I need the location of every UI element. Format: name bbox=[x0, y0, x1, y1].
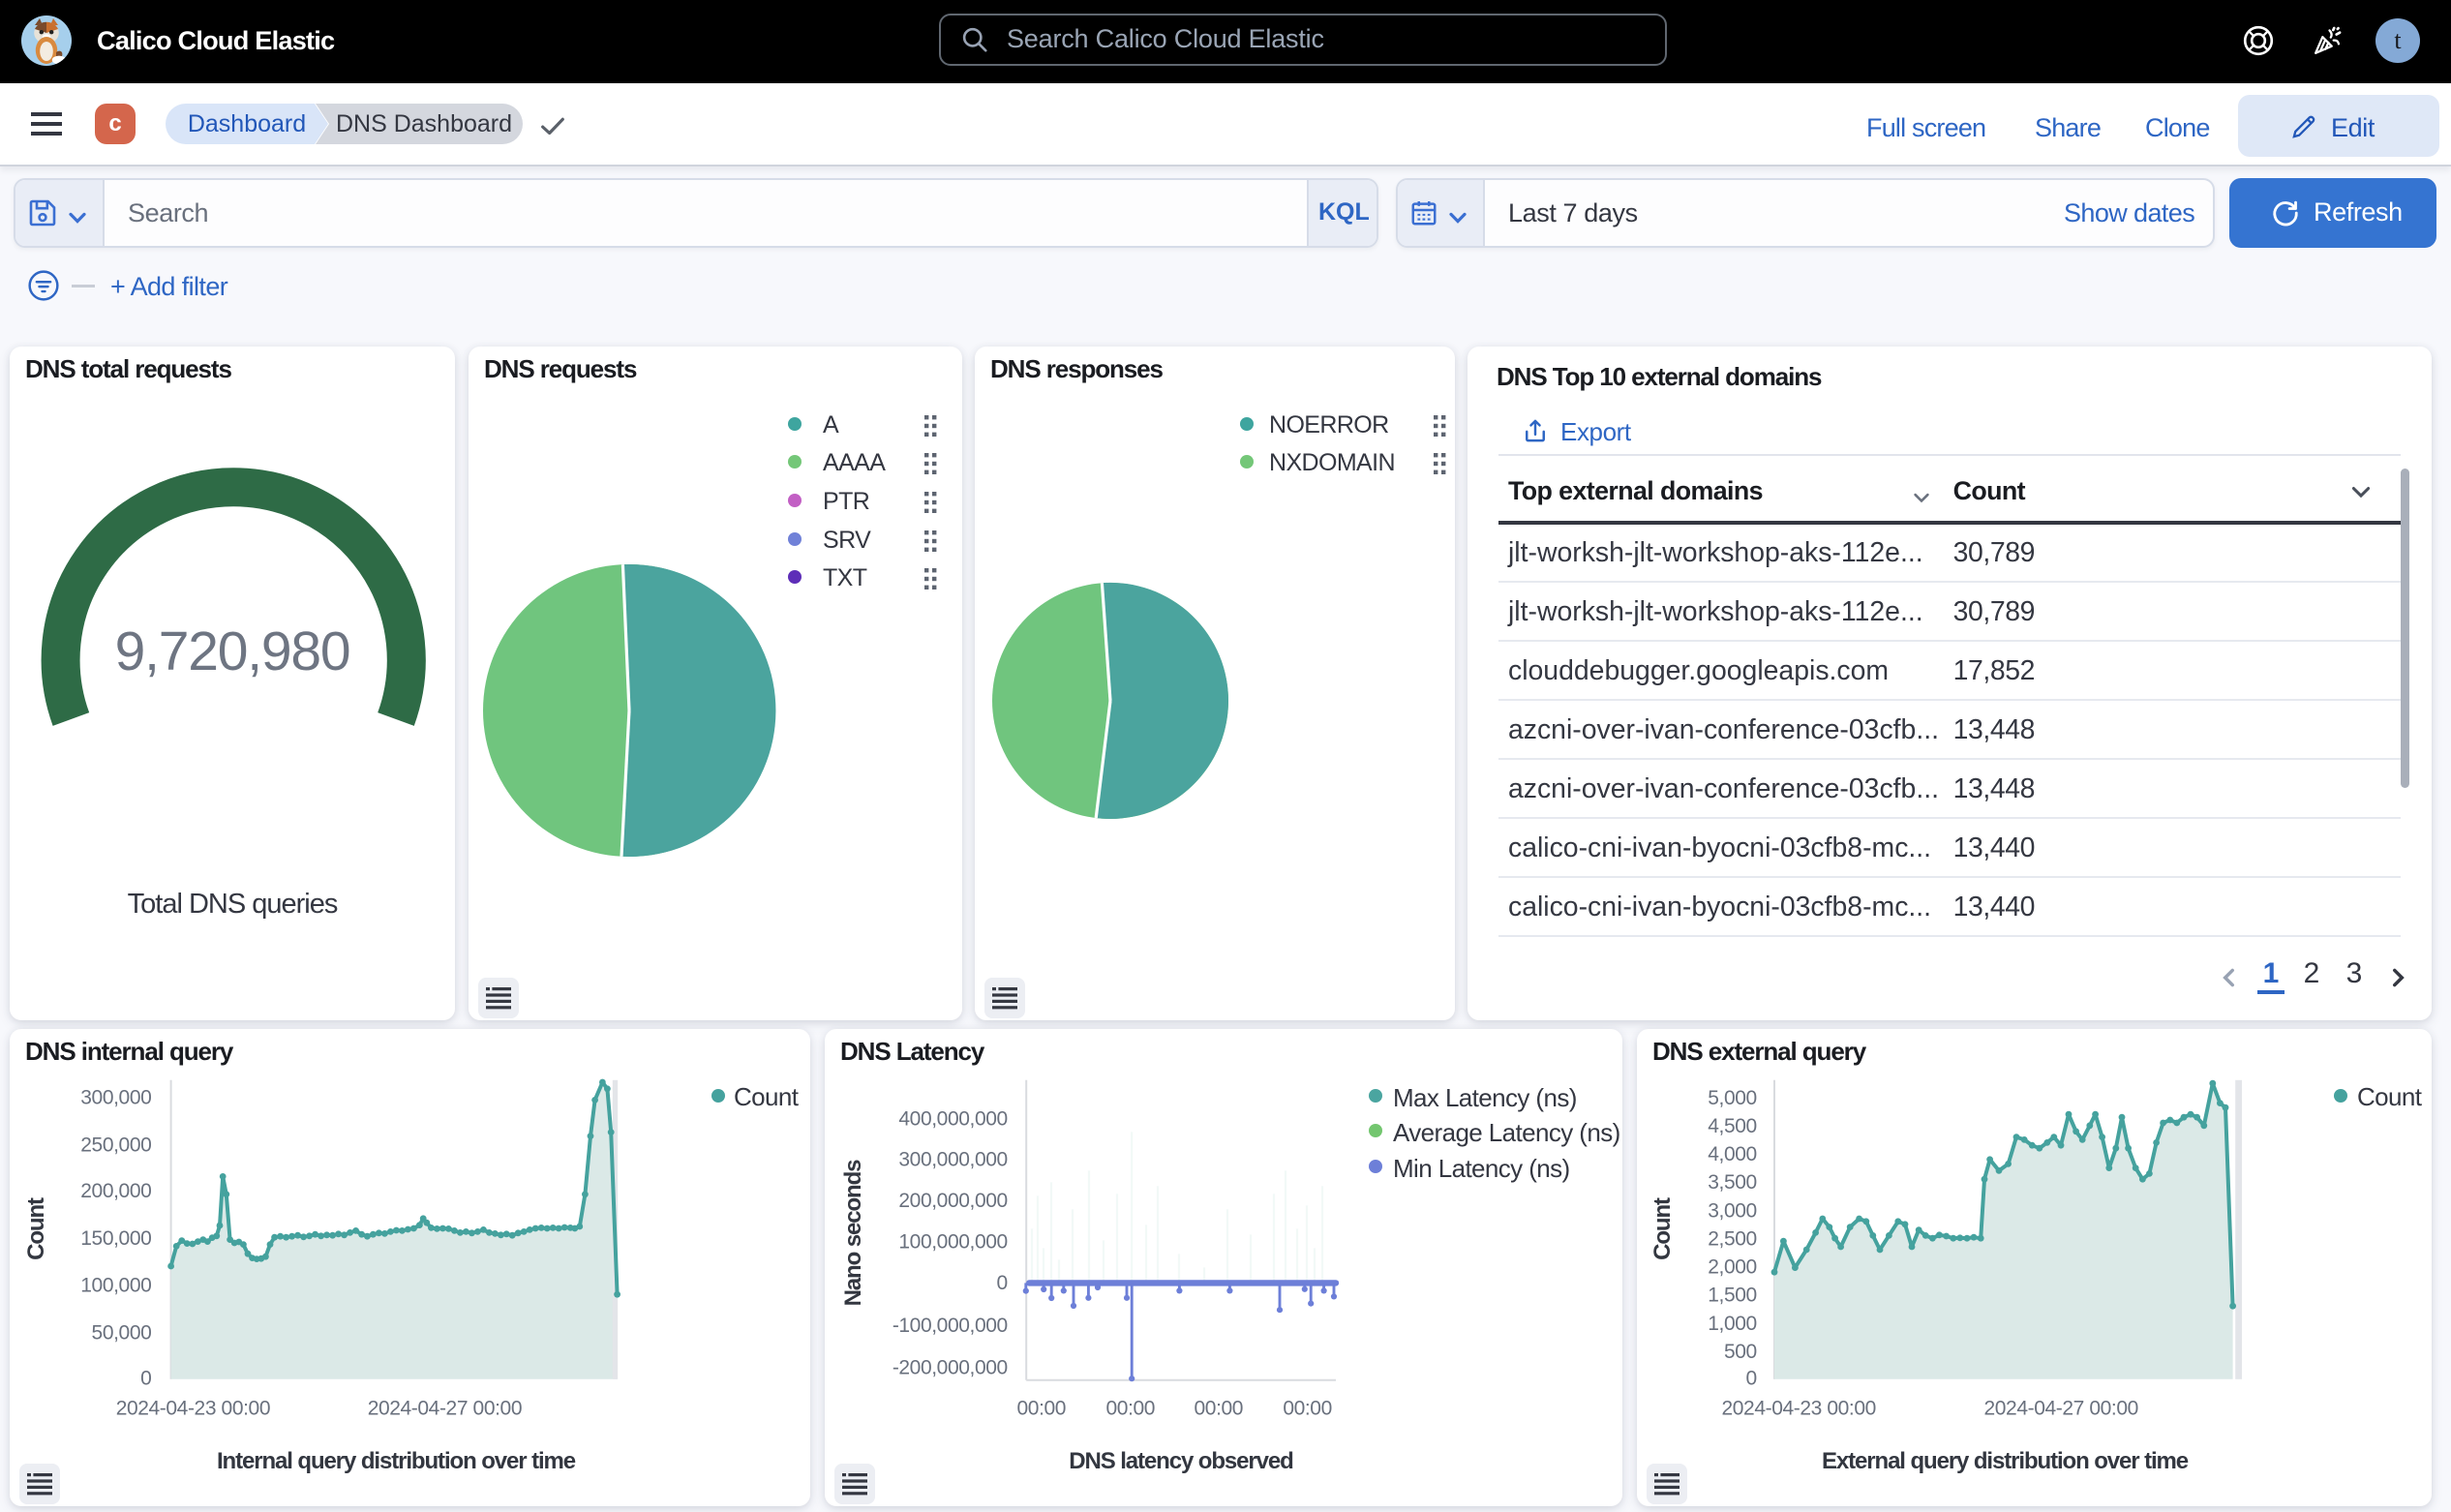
svg-text:2024-04-27 00:00: 2024-04-27 00:00 bbox=[368, 1397, 522, 1419]
svg-text:2,000: 2,000 bbox=[1708, 1256, 1757, 1279]
svg-text:1,500: 1,500 bbox=[1708, 1285, 1757, 1307]
svg-text:4,500: 4,500 bbox=[1708, 1115, 1757, 1137]
svg-text:1,000: 1,000 bbox=[1708, 1313, 1757, 1335]
svg-text:100,000: 100,000 bbox=[80, 1275, 151, 1297]
svg-text:50,000: 50,000 bbox=[92, 1321, 152, 1344]
svg-text:300,000,000: 300,000,000 bbox=[898, 1149, 1007, 1171]
svg-text:00:00: 00:00 bbox=[1195, 1397, 1244, 1419]
svg-text:150,000: 150,000 bbox=[80, 1227, 151, 1250]
svg-text:500: 500 bbox=[1724, 1341, 1757, 1363]
svg-text:2024-04-27 00:00: 2024-04-27 00:00 bbox=[1983, 1397, 2137, 1419]
svg-text:100,000,000: 100,000,000 bbox=[898, 1230, 1007, 1253]
svg-text:200,000,000: 200,000,000 bbox=[898, 1190, 1007, 1212]
svg-text:0: 0 bbox=[1746, 1367, 1757, 1389]
svg-text:00:00: 00:00 bbox=[1106, 1397, 1156, 1419]
svg-text:300,000: 300,000 bbox=[80, 1087, 151, 1109]
svg-text:2024-04-23 00:00: 2024-04-23 00:00 bbox=[116, 1397, 270, 1419]
svg-text:250,000: 250,000 bbox=[80, 1134, 151, 1156]
svg-text:2024-04-23 00:00: 2024-04-23 00:00 bbox=[1721, 1397, 1875, 1419]
svg-text:-100,000,000: -100,000,000 bbox=[893, 1315, 1008, 1337]
svg-text:0: 0 bbox=[997, 1272, 1008, 1294]
svg-text:3,500: 3,500 bbox=[1708, 1171, 1757, 1194]
svg-text:3,000: 3,000 bbox=[1708, 1199, 1757, 1222]
svg-text:5,000: 5,000 bbox=[1708, 1087, 1757, 1109]
svg-text:0: 0 bbox=[140, 1367, 151, 1389]
svg-text:2,500: 2,500 bbox=[1708, 1227, 1757, 1250]
svg-text:400,000,000: 400,000,000 bbox=[898, 1107, 1007, 1130]
svg-text:00:00: 00:00 bbox=[1283, 1397, 1332, 1419]
svg-text:200,000: 200,000 bbox=[80, 1180, 151, 1202]
svg-text:4,000: 4,000 bbox=[1708, 1143, 1757, 1165]
svg-text:00:00: 00:00 bbox=[1017, 1397, 1067, 1419]
svg-text:-200,000,000: -200,000,000 bbox=[893, 1356, 1008, 1378]
